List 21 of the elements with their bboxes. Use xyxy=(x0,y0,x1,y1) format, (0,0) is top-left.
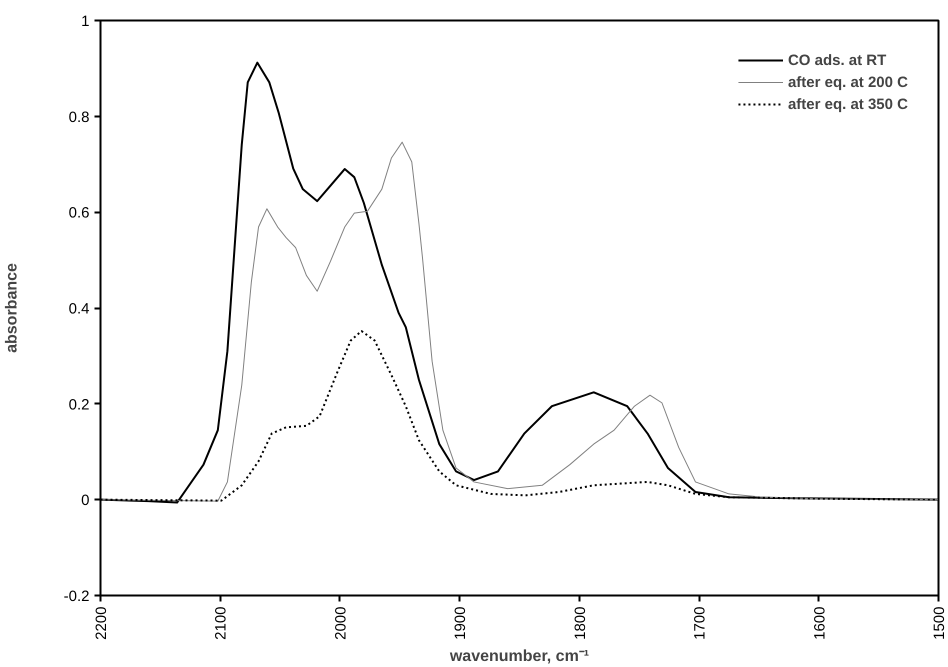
y-tick-label: 0 xyxy=(81,492,90,510)
y-tick-label: -0.2 xyxy=(64,588,90,605)
legend-label: CO ads. at RT xyxy=(788,52,886,68)
y-tick-label: 0.4 xyxy=(68,300,90,318)
x-tick-label: 1800 xyxy=(572,606,589,640)
x-tick-label: 1900 xyxy=(452,606,470,640)
x-tick-label: 1500 xyxy=(931,606,948,640)
legend-label: after eq. at 350 C xyxy=(788,96,908,112)
x-tick-label: 2000 xyxy=(332,606,350,640)
x-tick-label: 1600 xyxy=(811,606,828,640)
y-tick-label: 1 xyxy=(81,13,90,30)
x-tick-label: 1700 xyxy=(692,606,709,640)
x-tick-label: 2100 xyxy=(212,606,230,640)
line-series xyxy=(100,142,938,502)
y-tick-label: 0.6 xyxy=(68,204,90,222)
y-axis-title: absorbance xyxy=(4,262,21,353)
y-tick-label: 0.2 xyxy=(68,396,90,414)
y-tick-label: 0.8 xyxy=(68,108,90,126)
legend-label: after eq. at 200 C xyxy=(788,74,908,90)
x-axis-title: wavenumber, cm⁻¹ xyxy=(448,648,590,665)
x-tick-label: 2200 xyxy=(93,606,110,640)
